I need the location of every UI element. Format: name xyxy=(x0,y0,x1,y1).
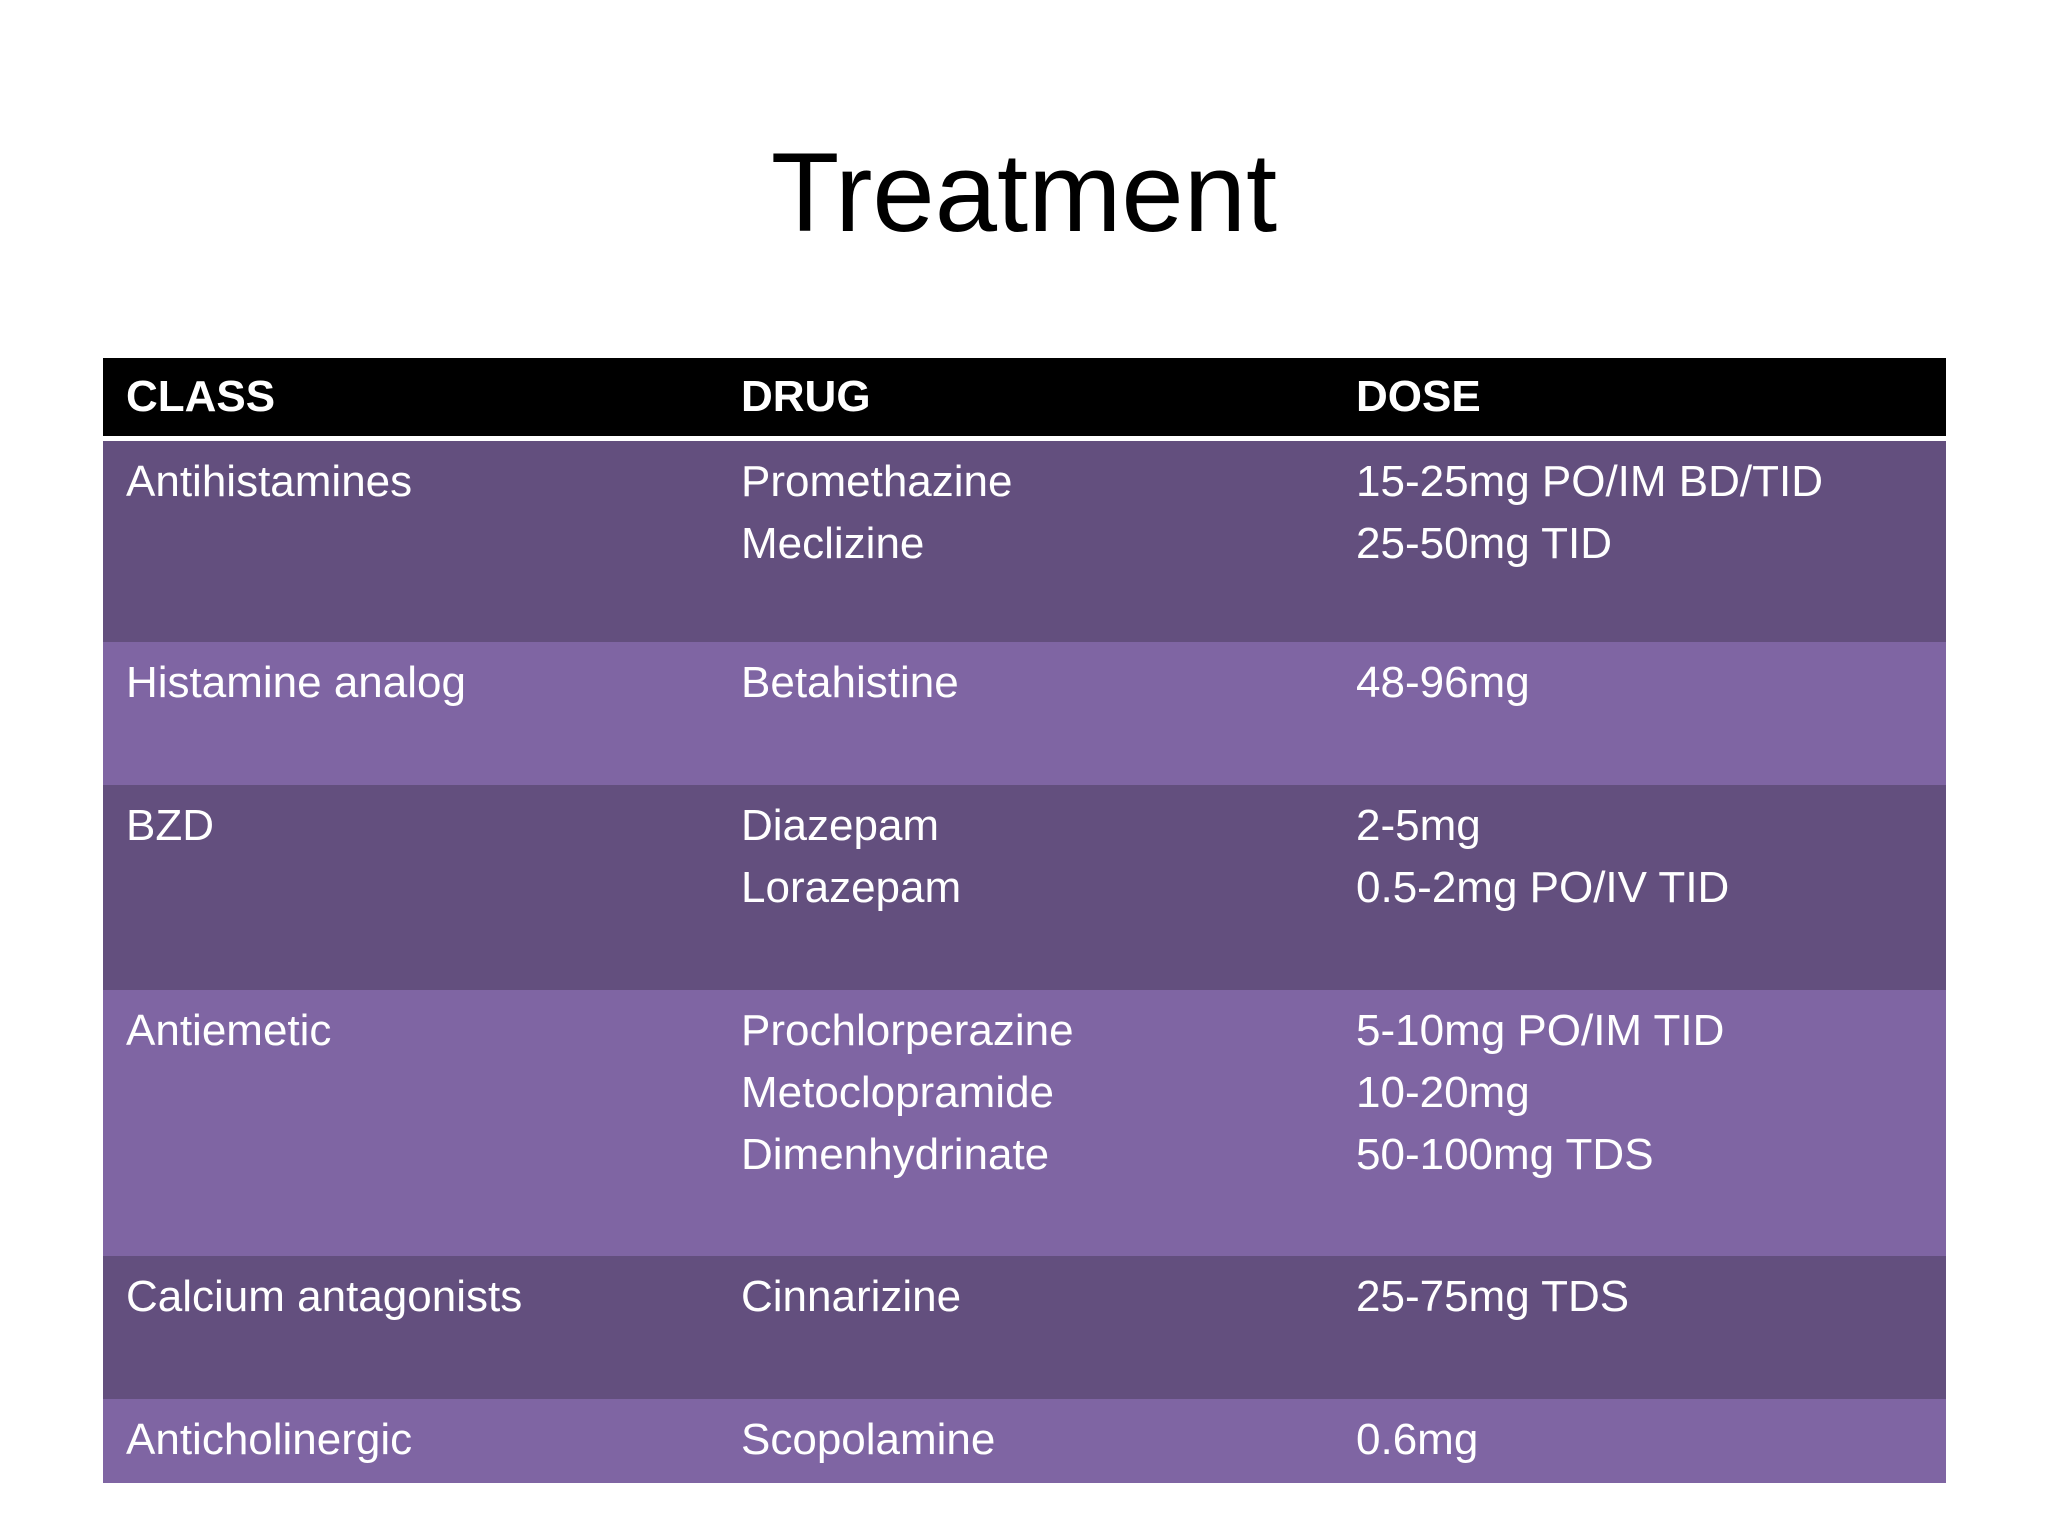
dose-value: 15-25mg PO/IM BD/TID xyxy=(1356,456,1824,506)
dose-value: 0.6mg xyxy=(1356,1415,1479,1464)
dose-value: 50-100mg TDS xyxy=(1356,1130,1654,1179)
dose-value: 25-50mg TID xyxy=(1356,518,1612,568)
class-name: Antiemetic xyxy=(126,1006,332,1055)
class-name: Calcium antagonists xyxy=(126,1272,523,1321)
drug-name: Cinnarizine xyxy=(741,1272,962,1321)
slide-title: Treatment xyxy=(770,130,1278,255)
drug-name: Prochlorperazine xyxy=(741,1006,1074,1055)
drug-name: Betahistine xyxy=(741,658,959,707)
dose-value: 2-5mg xyxy=(1356,801,1481,850)
drug-name: Metoclopramide xyxy=(741,1068,1055,1117)
class-name: BZD xyxy=(126,801,214,850)
dose-cell: 5-10mg PO/IM TID 10-20mg 50-100mg TDS xyxy=(1333,990,1946,1256)
header-class: CLASS xyxy=(103,358,718,441)
dose-cell: 2-5mg 0.5-2mg PO/IV TID xyxy=(1333,785,1946,990)
drug-cell: Promethazine Meclizine xyxy=(718,438,1333,642)
drug-cell: Cinnarizine xyxy=(718,1256,1333,1399)
class-name: Histamine analog xyxy=(126,658,466,707)
drug-name: Diazepam xyxy=(741,801,940,850)
table-row: Calcium antagonists Cinnarizine 25-75mg … xyxy=(103,1256,1946,1399)
drug-cell: Betahistine xyxy=(718,642,1333,785)
treatment-table-container: CLASS DRUG DOSE Antihistamines Promethaz… xyxy=(103,358,1946,1483)
dose-value: 10-20mg xyxy=(1356,1068,1530,1117)
drug-cell: Prochlorperazine Metoclopramide Dimenhyd… xyxy=(718,990,1333,1256)
drug-name: Meclizine xyxy=(741,518,925,568)
drug-name: Lorazepam xyxy=(741,863,962,912)
dose-value: 5-10mg PO/IM TID xyxy=(1356,1006,1725,1055)
dose-cell: 15-25mg PO/IM BD/TID 25-50mg TID xyxy=(1333,438,1946,642)
treatment-table: CLASS DRUG DOSE Antihistamines Promethaz… xyxy=(103,358,1946,1483)
table-header-row: CLASS DRUG DOSE xyxy=(103,358,1946,441)
table-row: BZD Diazepam Lorazepam 2-5mg 0.5-2mg PO/… xyxy=(103,785,1946,990)
table-row: Antiemetic Prochlorperazine Metocloprami… xyxy=(103,990,1946,1256)
class-cell: Antihistamines xyxy=(103,438,718,642)
dose-value: 25-75mg TDS xyxy=(1356,1272,1630,1321)
class-name: Anticholinergic xyxy=(126,1415,413,1464)
table-row: Anticholinergic Scopolamine 0.6mg xyxy=(103,1399,1946,1483)
class-cell: BZD xyxy=(103,785,718,990)
class-cell: Antiemetic xyxy=(103,990,718,1256)
dose-cell: 48-96mg xyxy=(1333,642,1946,785)
drug-cell: Diazepam Lorazepam xyxy=(718,785,1333,990)
drug-cell: Scopolamine xyxy=(718,1399,1333,1483)
class-cell: Calcium antagonists xyxy=(103,1256,718,1399)
drug-name: Dimenhydrinate xyxy=(741,1130,1050,1179)
class-name: Antihistamines xyxy=(126,456,413,506)
drug-name: Promethazine xyxy=(741,456,1013,506)
dose-cell: 25-75mg TDS xyxy=(1333,1256,1946,1399)
class-cell: Histamine analog xyxy=(103,642,718,785)
table-row: Antihistamines Promethazine Meclizine 15… xyxy=(103,438,1946,642)
header-drug: DRUG xyxy=(718,358,1333,441)
dose-cell: 0.6mg xyxy=(1333,1399,1946,1483)
table-row: Histamine analog Betahistine 48-96mg xyxy=(103,642,1946,785)
drug-name: Scopolamine xyxy=(741,1415,996,1464)
dose-value: 48-96mg xyxy=(1356,658,1530,707)
class-cell: Anticholinergic xyxy=(103,1399,718,1483)
header-dose: DOSE xyxy=(1333,358,1946,441)
dose-value: 0.5-2mg PO/IV TID xyxy=(1356,863,1730,912)
